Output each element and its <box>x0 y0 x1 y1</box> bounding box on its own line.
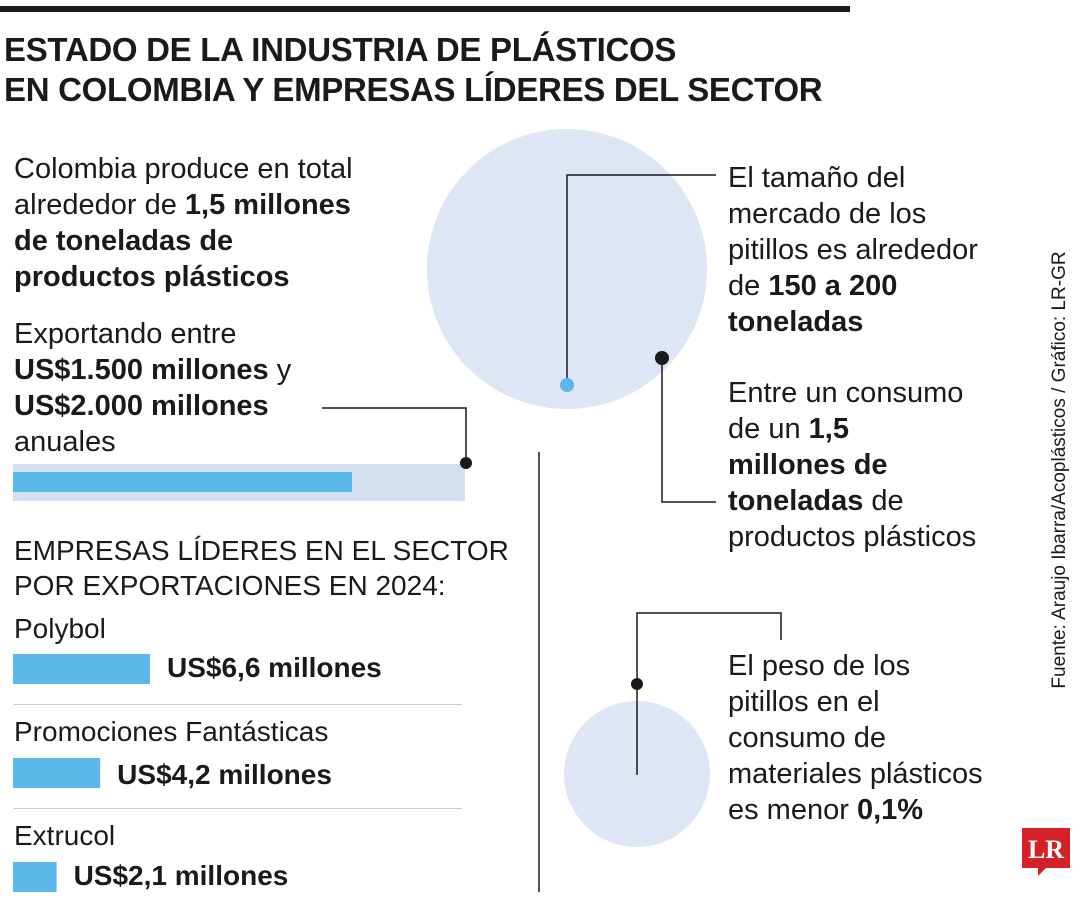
lr-logo-text: LR <box>1028 835 1064 864</box>
straw-weight-line-2: pitillos en el <box>728 686 880 718</box>
consumption-line-5: productos plásticos <box>728 521 977 553</box>
company-label: Polybol <box>14 613 106 644</box>
straw-weight-percent: 0,1% <box>856 794 924 826</box>
export-bar-1 <box>13 654 150 684</box>
exports-min-value: US$1.500 millones <box>14 354 269 386</box>
consumption-text: Entre un consumo de un 1,5 millones de t… <box>728 375 976 555</box>
exports-line-1: Exportando entre <box>14 318 237 350</box>
leaders-title-line-2: POR EXPORTACIONES EN 2024: <box>14 570 446 601</box>
straw-market-range: 150 a 200 <box>768 270 898 302</box>
company-value-label: US$6,6 millones <box>167 652 382 683</box>
top-rule <box>0 6 850 12</box>
production-highlight: 1,5 millones <box>184 189 351 221</box>
consumption-line-2-pre: de un <box>728 413 809 445</box>
consumption-line-4-post: de <box>863 485 904 517</box>
leaders-title-line-1: EMPRESAS LÍDERES EN EL SECTOR <box>14 535 509 566</box>
consumption-leader-dot <box>655 351 669 365</box>
consumption-line-3: millones de <box>728 449 888 481</box>
straw-market-dot <box>560 378 574 392</box>
consumption-value: 1,5 <box>808 413 849 445</box>
straw-weight-line-1: El peso de los <box>728 650 911 682</box>
exports-line-4: anuales <box>14 426 116 458</box>
leaders-title: EMPRESAS LÍDERES EN EL SECTOR POR EXPORT… <box>14 533 509 603</box>
straw-weight-line-3: consumo de <box>728 722 886 754</box>
straw-market-text: El tamaño del mercado de los pitillos es… <box>728 160 978 340</box>
straw-weight-line-5-pre: es menor <box>728 794 857 826</box>
straw-market-line-1: El tamaño del <box>728 162 906 194</box>
production-line-4: productos plásticos <box>14 261 290 293</box>
straw-market-line-3: pitillos es alrededor <box>728 234 978 266</box>
exports-bar-fill <box>13 472 352 492</box>
production-text: Colombia produce en total alrededor de 1… <box>14 151 353 295</box>
exports-leader-dot <box>460 457 472 469</box>
straw-market-leader-line <box>566 174 716 385</box>
straw-weight-text: El peso de los pitillos en el consumo de… <box>728 648 983 828</box>
company-label: Promociones Fantásticas <box>14 716 329 747</box>
production-line-1: Colombia produce en total <box>14 153 353 185</box>
consumption-line-1: Entre un consumo <box>728 377 964 409</box>
company-bars <box>13 654 150 892</box>
source-credit: Fuente: Araujo Ibarra/Acoplásticos / Grá… <box>1049 251 1070 689</box>
row-divider <box>14 704 462 705</box>
exports-line-2-post: y <box>268 354 292 386</box>
lr-logo: LR <box>1022 828 1070 876</box>
production-line-3: de toneladas de <box>14 225 234 257</box>
export-bar-3 <box>13 862 57 892</box>
consumption-leader-line <box>661 358 716 503</box>
exports-leader-line <box>322 407 467 463</box>
straw-weight-leader-line <box>636 612 782 775</box>
consumption-line-4: toneladas <box>728 485 864 517</box>
column-divider <box>538 452 540 892</box>
straw-weight-leader-dot <box>631 678 643 690</box>
page-title: ESTADO DE LA INDUSTRIA DE PLÁSTICOS EN C… <box>4 30 864 110</box>
row-divider <box>14 808 462 809</box>
straw-market-line-4-pre: de <box>728 270 769 302</box>
straw-market-unit: toneladas <box>728 306 864 338</box>
export-bar-2 <box>13 758 101 788</box>
company-value-label: US$2,1 millones <box>73 860 289 891</box>
exports-text: Exportando entre US$1.500 millones y US$… <box>14 316 291 460</box>
exports-max-value: US$2.000 millones <box>14 390 269 422</box>
straw-market-line-2: mercado de los <box>728 198 927 230</box>
company-label: Extrucol <box>14 820 116 851</box>
title-line-2: EN COLOMBIA Y EMPRESAS LÍDERES DEL SECTO… <box>4 71 823 108</box>
production-line-2-pre: alrededor de <box>14 189 185 221</box>
company-value-label: US$4,2 millones <box>117 759 332 790</box>
title-line-1: ESTADO DE LA INDUSTRIA DE PLÁSTICOS <box>4 31 677 68</box>
straw-weight-line-4: materiales plásticos <box>728 758 983 790</box>
